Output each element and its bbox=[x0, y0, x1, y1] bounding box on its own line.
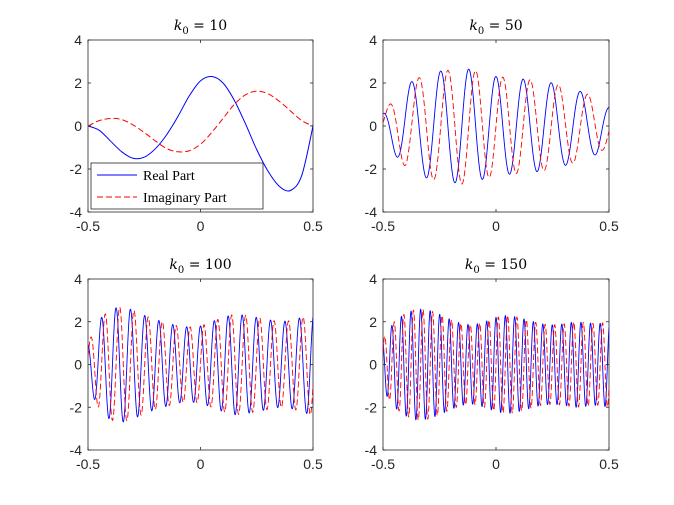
x-tick-label: -0.5 bbox=[371, 456, 395, 472]
series-line-real bbox=[88, 75, 313, 192]
series-line-imaginary bbox=[383, 69, 609, 185]
y-tick-label: 2 bbox=[74, 75, 82, 91]
x-tick-label: 0 bbox=[197, 218, 205, 234]
y-tick-label: -4 bbox=[365, 442, 378, 458]
legend: Real Part Imaginary Part bbox=[90, 162, 264, 210]
y-tick-label: -4 bbox=[70, 442, 83, 458]
series-line-imaginary bbox=[88, 306, 313, 422]
y-tick-label: -2 bbox=[365, 399, 378, 415]
series-group bbox=[383, 68, 609, 185]
x-tick-label: -0.5 bbox=[76, 456, 100, 472]
y-tick-label: -4 bbox=[70, 204, 83, 220]
x-tick-label: -0.5 bbox=[371, 218, 395, 234]
y-tick-label: 4 bbox=[74, 271, 82, 287]
x-tick-label: -0.5 bbox=[76, 218, 100, 234]
series-line-real bbox=[383, 68, 609, 184]
y-tick-label: -2 bbox=[70, 161, 83, 177]
x-tick-label: 0.5 bbox=[599, 456, 619, 472]
y-tick-label: -2 bbox=[365, 161, 378, 177]
y-tick-label: 2 bbox=[74, 314, 82, 330]
series-group bbox=[88, 75, 313, 192]
plot-area bbox=[87, 278, 314, 451]
plot-area bbox=[382, 278, 610, 451]
subplot-k0-150: -4 -2 0 2 4 -0.5 0 0.5 k0 = 150 bbox=[365, 257, 619, 472]
legend-box bbox=[90, 162, 264, 210]
subplot-k0-100: -4 -2 0 2 4 -0.5 0 0.5 k0 = 100 bbox=[70, 257, 323, 472]
y-tick-label: 0 bbox=[369, 357, 377, 373]
y-tick-label: 2 bbox=[369, 314, 377, 330]
y-tick-label: 4 bbox=[369, 32, 377, 48]
series-line-imaginary bbox=[88, 90, 313, 153]
x-tick-label: 0.5 bbox=[303, 218, 323, 234]
y-tick-label: 0 bbox=[369, 118, 377, 134]
chart-title: k0 = 10 bbox=[174, 18, 227, 37]
x-tick-label: 0.5 bbox=[599, 218, 619, 234]
x-tick-label: 0 bbox=[492, 456, 500, 472]
subplot-k0-50: -4 -2 0 2 4 -0.5 0 0.5 k0 = 50 bbox=[365, 18, 619, 234]
y-tick-label: 0 bbox=[74, 118, 82, 134]
chart-title: k0 = 100 bbox=[169, 257, 231, 276]
y-tick-label: -2 bbox=[70, 399, 83, 415]
series-line-real bbox=[88, 307, 313, 423]
legend-entry: Real Part bbox=[143, 169, 195, 184]
x-tick-label: 0 bbox=[492, 218, 500, 234]
x-tick-label: 0 bbox=[197, 456, 205, 472]
series-group bbox=[383, 308, 609, 421]
subplot-k0-10: -4 -2 0 2 4 -0.5 0 0.5 k0 = 10 Real Part Imaginary… bbox=[70, 18, 323, 234]
y-tick-label: -4 bbox=[365, 204, 378, 220]
legend-entry: Imaginary Part bbox=[143, 191, 227, 206]
chart-title: k0 = 150 bbox=[465, 257, 527, 276]
series-line-real bbox=[383, 308, 609, 421]
chart-title: k0 = 50 bbox=[469, 18, 522, 37]
series-group bbox=[88, 306, 313, 423]
y-tick-label: 4 bbox=[369, 271, 377, 287]
y-tick-label: 2 bbox=[369, 75, 377, 91]
y-tick-label: 4 bbox=[74, 32, 82, 48]
x-tick-label: 0.5 bbox=[303, 456, 323, 472]
y-tick-label: 0 bbox=[74, 357, 82, 373]
